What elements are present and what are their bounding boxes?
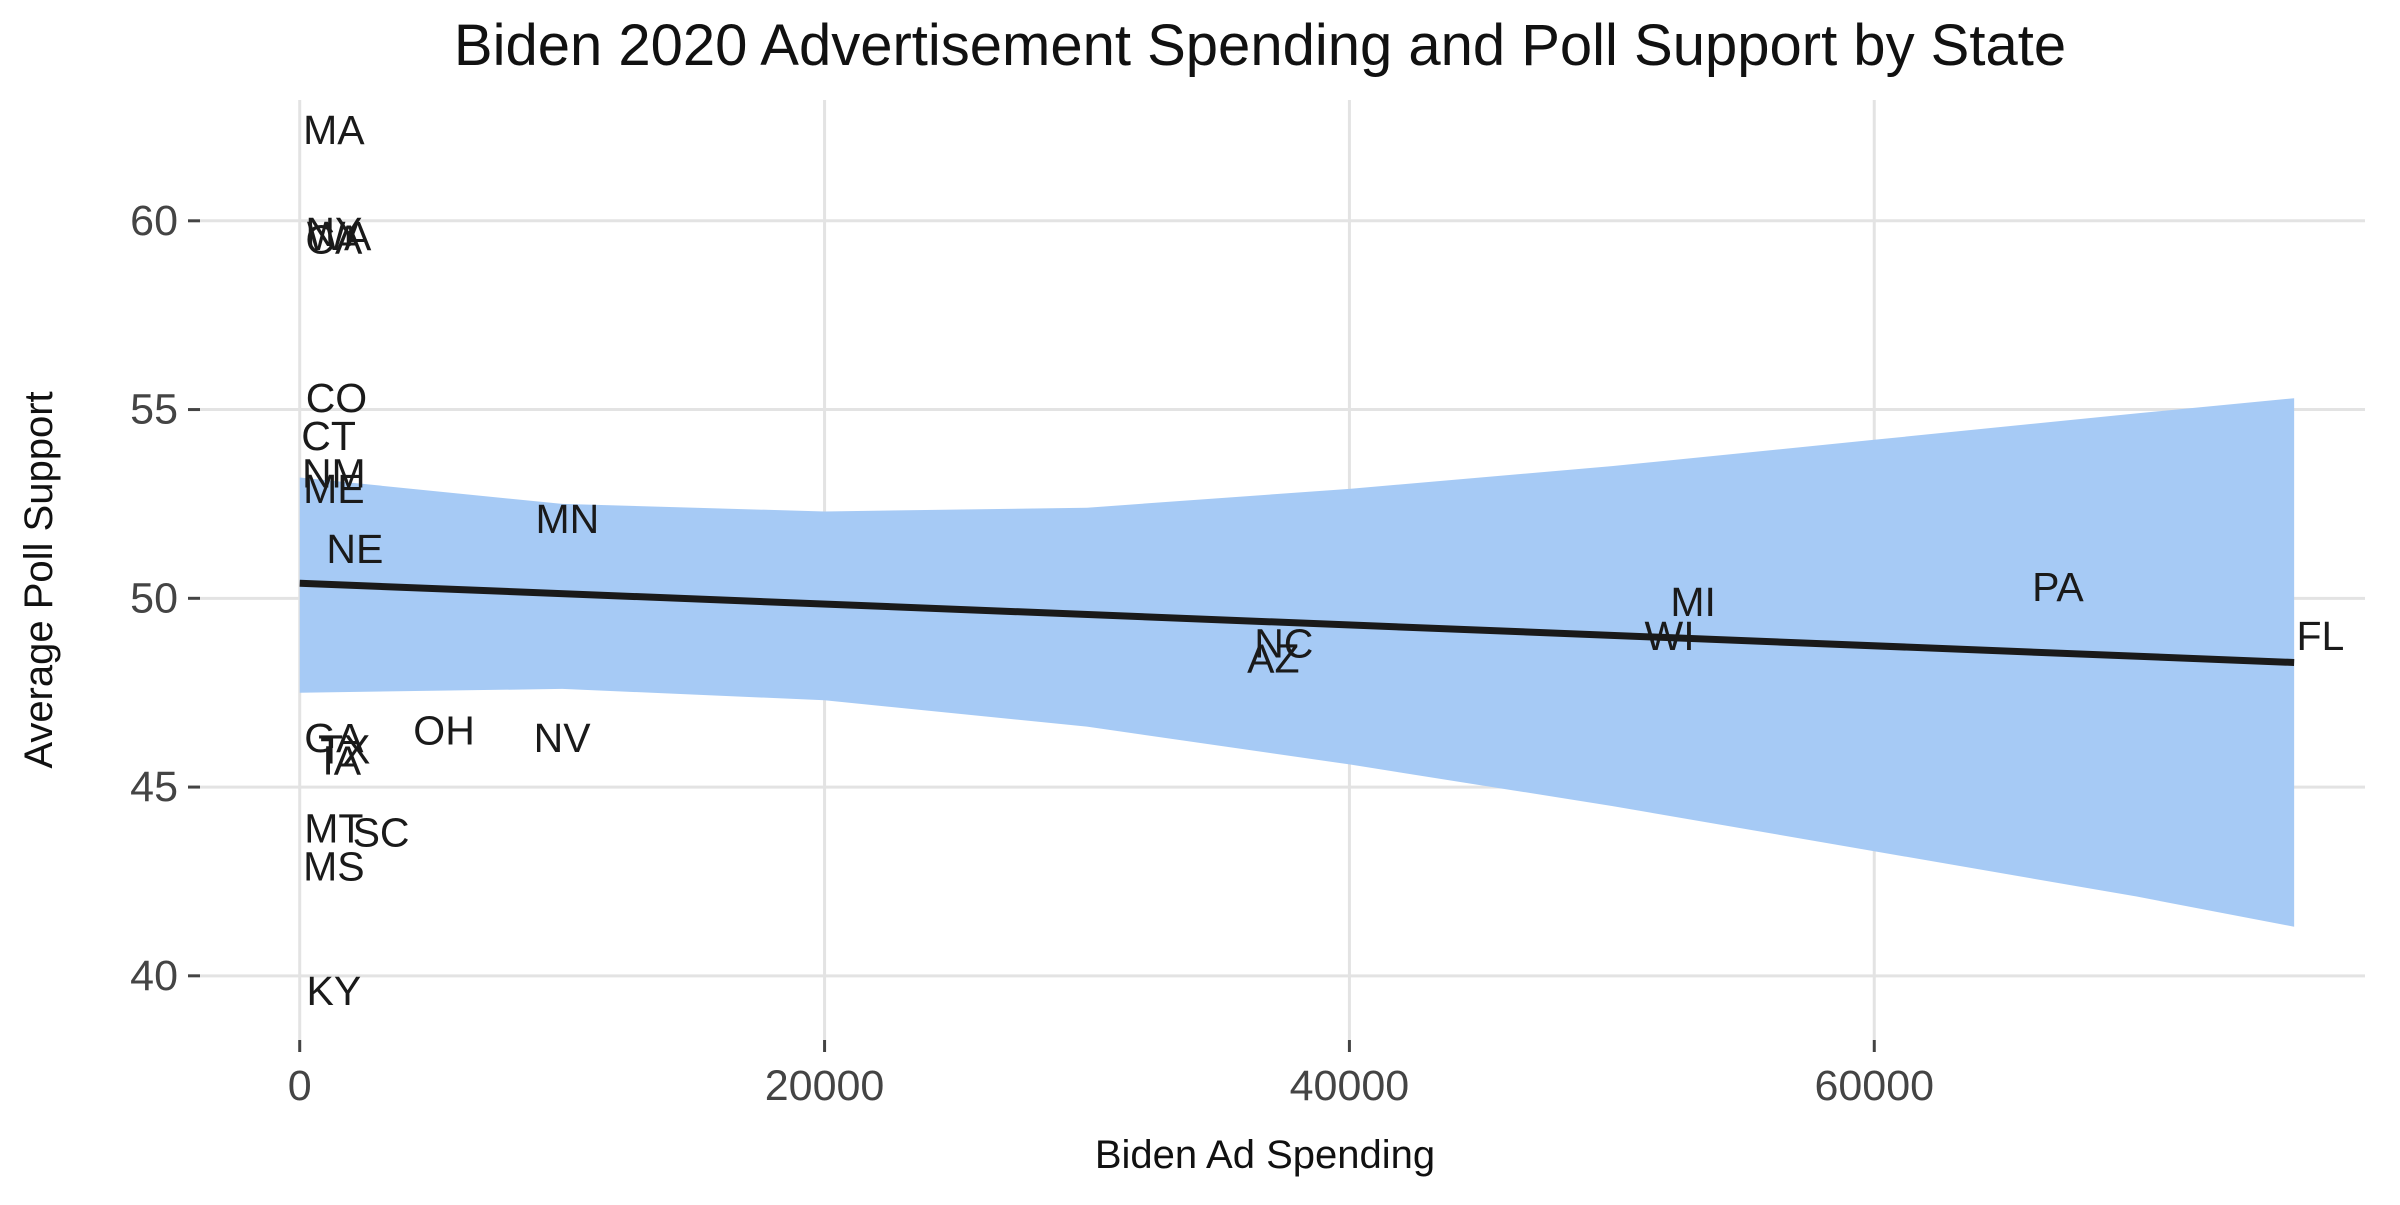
x-axis-title: Biden Ad Spending (1095, 1133, 1435, 1177)
axes-layer: 0 20000 40000 60000 40 45 50 55 60 (130, 197, 1934, 1110)
trend-line-layer (299, 579, 2295, 666)
y-tick-label: 45 (130, 763, 178, 811)
state-label-ma: MA (303, 107, 365, 153)
x-tick-label: 60000 (1814, 1062, 1934, 1110)
y-tick-label: 55 (130, 386, 178, 434)
state-label-mn: MN (536, 496, 600, 542)
state-label-ia: IA (322, 738, 361, 784)
trend-line (299, 579, 2295, 666)
x-tick-label: 40000 (1290, 1062, 1410, 1110)
state-label-fl: FL (2296, 613, 2344, 659)
state-label-nc: NC (1254, 621, 1313, 667)
state-label-ct: CT (301, 413, 356, 459)
confidence-band-layer (299, 398, 2295, 927)
state-label-co: CO (306, 375, 368, 421)
state-label-nm: NM (302, 451, 366, 497)
x-tick-label: 20000 (765, 1062, 885, 1110)
state-label-wa: WA (307, 213, 372, 259)
y-axis-title: Average Poll Support (17, 391, 61, 768)
x-tick-label: 0 (288, 1062, 312, 1110)
y-tick-label: 60 (130, 197, 178, 245)
confidence-band (299, 398, 2295, 927)
y-tick-label: 40 (130, 952, 178, 1000)
state-label-pa: PA (2032, 564, 2084, 610)
state-label-ky: KY (306, 968, 361, 1014)
chart-title: Biden 2020 Advertisement Spending and Po… (454, 13, 2066, 78)
state-label-ny: NY (305, 209, 362, 255)
y-tick-label: 50 (130, 574, 178, 622)
state-label-sc: SC (353, 809, 410, 855)
state-label-wi: WI (1645, 613, 1695, 659)
state-label-ne: NE (326, 526, 383, 572)
state-label-oh: OH (413, 707, 475, 753)
state-label-tx: TX (318, 726, 370, 772)
state-label-mt: MT (304, 806, 363, 852)
state-label-mi: MI (1670, 579, 1716, 625)
state-label-me: ME (303, 466, 365, 512)
state-label-ms: MS (303, 843, 365, 889)
state-label-nv: NV (534, 715, 592, 761)
state-label-ga: GA (304, 715, 364, 761)
state-label-ca: CA (305, 217, 363, 263)
state-label-az: AZ (1247, 636, 1299, 682)
